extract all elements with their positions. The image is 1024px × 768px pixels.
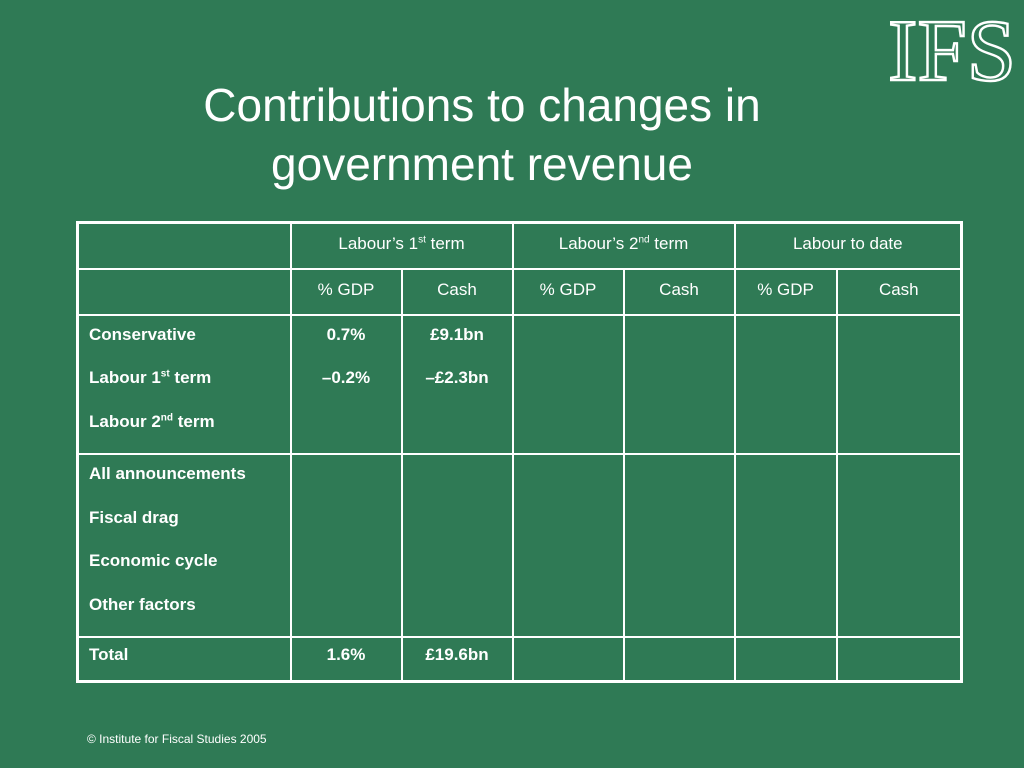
- row-labels-cell: Conservative Labour 1st term Labour 2nd …: [76, 313, 292, 455]
- subheader-cell: Cash: [622, 267, 736, 316]
- row-label: Labour 2nd term: [89, 411, 215, 431]
- table-subheader-row: % GDP Cash % GDP Cash % GDP Cash: [76, 267, 963, 316]
- slide-title: Contributions to changes in government r…: [203, 79, 761, 190]
- subheader-cell: Cash: [400, 267, 514, 316]
- table-header-row: Labour’s 1st term Labour’s 2nd term Labo…: [76, 221, 963, 270]
- ifs-logo-text: IFS: [888, 6, 1016, 88]
- table-corner-cell: [76, 221, 292, 270]
- period-header: Labour’s 1st term: [289, 221, 514, 270]
- value-cell: [835, 453, 963, 638]
- value-cell: [835, 313, 963, 455]
- subheader-cell: % GDP: [733, 267, 838, 316]
- table-row: Conservative Labour 1st term Labour 2nd …: [76, 313, 963, 455]
- value-cell: [622, 313, 736, 455]
- value-cell: [511, 636, 625, 682]
- total-value: 1.6%: [289, 636, 403, 682]
- value-cell: 0.7% –0.2%: [289, 313, 403, 455]
- table-corner-cell: [76, 267, 292, 316]
- value-cell: £9.1bn –£2.3bn: [400, 313, 514, 455]
- row-label: All announcements: [89, 464, 246, 483]
- total-value: £19.6bn: [400, 636, 514, 682]
- subheader-cell: % GDP: [289, 267, 403, 316]
- period-header: Labour to date: [733, 221, 963, 270]
- value-cell: [289, 453, 403, 638]
- table-row: All announcements Fiscal drag Economic c…: [76, 453, 963, 638]
- row-label: Other factors: [89, 594, 196, 614]
- row-label: Fiscal drag: [89, 507, 179, 527]
- period-header: Labour’s 2nd term: [511, 221, 736, 270]
- revenue-table: Labour’s 1st term Labour’s 2nd term Labo…: [76, 221, 964, 683]
- row-label: Conservative: [89, 324, 196, 344]
- row-label: Economic cycle: [89, 551, 218, 570]
- value-cell: [400, 453, 514, 638]
- value-cell: [511, 313, 625, 455]
- value-cell: [622, 453, 736, 638]
- value-cell: [835, 636, 963, 682]
- copyright-footer: © Institute for Fiscal Studies 2005: [87, 732, 267, 746]
- row-label: Labour 1st term: [89, 368, 212, 387]
- value-cell: [511, 453, 625, 638]
- value-cell: [733, 453, 838, 638]
- subheader-cell: % GDP: [511, 267, 625, 316]
- row-labels-cell: All announcements Fiscal drag Economic c…: [76, 453, 292, 638]
- subheader-cell: Cash: [835, 267, 963, 316]
- value-cell: [622, 636, 736, 682]
- total-label: Total: [76, 636, 292, 682]
- table-total-row: Total 1.6% £19.6bn: [76, 636, 963, 682]
- value-cell: [733, 313, 838, 455]
- ifs-logo: IFS: [887, 6, 1017, 88]
- value-cell: [733, 636, 838, 682]
